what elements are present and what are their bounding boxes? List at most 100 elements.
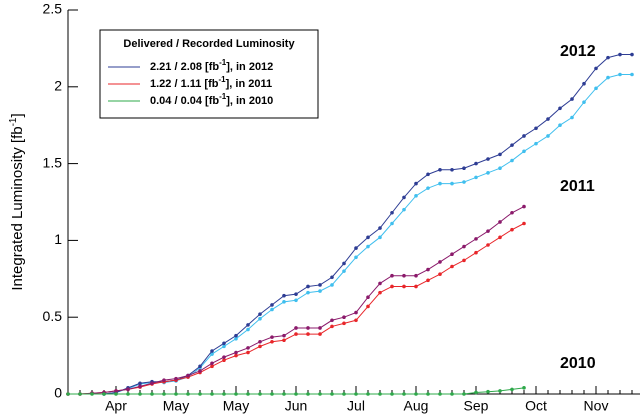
- data-point: [558, 106, 562, 111]
- data-point: [210, 361, 214, 366]
- data-point: [606, 55, 610, 60]
- data-point: [498, 235, 502, 240]
- series-line: [68, 223, 525, 395]
- data-point: [282, 293, 286, 298]
- data-point: [390, 273, 394, 278]
- data-point: [522, 221, 526, 226]
- data-point: [270, 339, 274, 344]
- data-point: [426, 186, 430, 190]
- data-point: [222, 358, 226, 363]
- data-point: [450, 181, 454, 186]
- data-point: [378, 281, 382, 286]
- data-point: [318, 392, 322, 396]
- data-point: [426, 392, 430, 396]
- data-point: [402, 392, 406, 396]
- data-point: [78, 392, 82, 396]
- data-point: [318, 283, 322, 287]
- data-point: [210, 364, 214, 369]
- legend-part: -1: [219, 92, 227, 101]
- data-point: [582, 100, 586, 104]
- data-point: [510, 387, 514, 392]
- data-point: [462, 180, 466, 184]
- data-point: [450, 252, 454, 257]
- x-tick-label: Jun: [285, 398, 308, 414]
- data-point: [114, 389, 118, 393]
- y-label-part: Integrated Luminosity [fb: [9, 126, 26, 290]
- data-point: [174, 376, 178, 381]
- data-point: [414, 284, 418, 289]
- data-point: [138, 392, 142, 396]
- data-point: [258, 344, 262, 349]
- data-point: [294, 332, 298, 336]
- data-point: [330, 275, 334, 280]
- legend-part: ], in 2010: [226, 95, 273, 107]
- x-tick-label: Nov: [584, 398, 609, 414]
- data-point: [342, 261, 346, 266]
- data-point: [390, 392, 394, 396]
- data-point: [354, 318, 358, 323]
- legend-part: 2.21 / 2.08 [fb: [150, 61, 219, 73]
- data-point: [294, 298, 298, 303]
- data-point: [498, 152, 502, 157]
- data-point: [594, 66, 598, 71]
- data-point: [366, 244, 370, 249]
- data-point: [222, 392, 226, 396]
- data-point: [378, 290, 382, 295]
- data-point: [474, 175, 478, 180]
- data-point: [318, 332, 322, 336]
- data-point: [330, 324, 334, 329]
- data-point: [618, 52, 622, 57]
- data-point: [306, 392, 310, 396]
- legend-box: [99, 29, 319, 119]
- data-point: [558, 123, 562, 127]
- data-point: [246, 323, 250, 327]
- legend-part: ], in 2012: [226, 61, 273, 73]
- data-point: [474, 161, 478, 166]
- data-point: [438, 181, 442, 186]
- data-point: [498, 166, 502, 171]
- data-point: [390, 221, 394, 226]
- data-point: [438, 392, 442, 396]
- data-point: [630, 72, 634, 77]
- data-point: [486, 157, 490, 161]
- data-point: [414, 181, 418, 186]
- data-point: [594, 86, 598, 91]
- data-point: [510, 210, 514, 215]
- data-point: [534, 141, 538, 146]
- data-point: [222, 344, 226, 349]
- data-point: [474, 390, 478, 395]
- legend-part: -1: [219, 58, 227, 67]
- data-point: [522, 134, 526, 138]
- data-point: [450, 392, 454, 396]
- data-point: [438, 167, 442, 172]
- y-tick-label: 0.5: [43, 308, 63, 324]
- data-point: [426, 267, 430, 272]
- data-point: [306, 326, 310, 330]
- data-point: [354, 255, 358, 260]
- data-point: [366, 235, 370, 240]
- data-point: [318, 326, 322, 330]
- data-point: [282, 392, 286, 396]
- data-point: [186, 392, 190, 396]
- data-point: [462, 244, 466, 249]
- data-point: [570, 115, 574, 120]
- data-point: [150, 392, 154, 396]
- data-point: [342, 392, 346, 396]
- data-point: [210, 349, 214, 353]
- data-point: [510, 227, 514, 232]
- data-point: [630, 52, 634, 57]
- data-point: [186, 373, 190, 378]
- data-point: [462, 392, 466, 396]
- data-point: [618, 72, 622, 77]
- data-point: [462, 166, 466, 171]
- data-point: [270, 335, 274, 339]
- data-point: [510, 158, 514, 163]
- data-point: [486, 389, 490, 394]
- y-tick-label: 1: [54, 231, 62, 247]
- x-tick-label: Jul: [347, 398, 365, 414]
- data-point: [102, 392, 106, 396]
- data-point: [198, 369, 202, 373]
- series-line: [103, 74, 632, 395]
- data-point: [546, 117, 550, 121]
- y-tick-label: 2: [54, 78, 62, 94]
